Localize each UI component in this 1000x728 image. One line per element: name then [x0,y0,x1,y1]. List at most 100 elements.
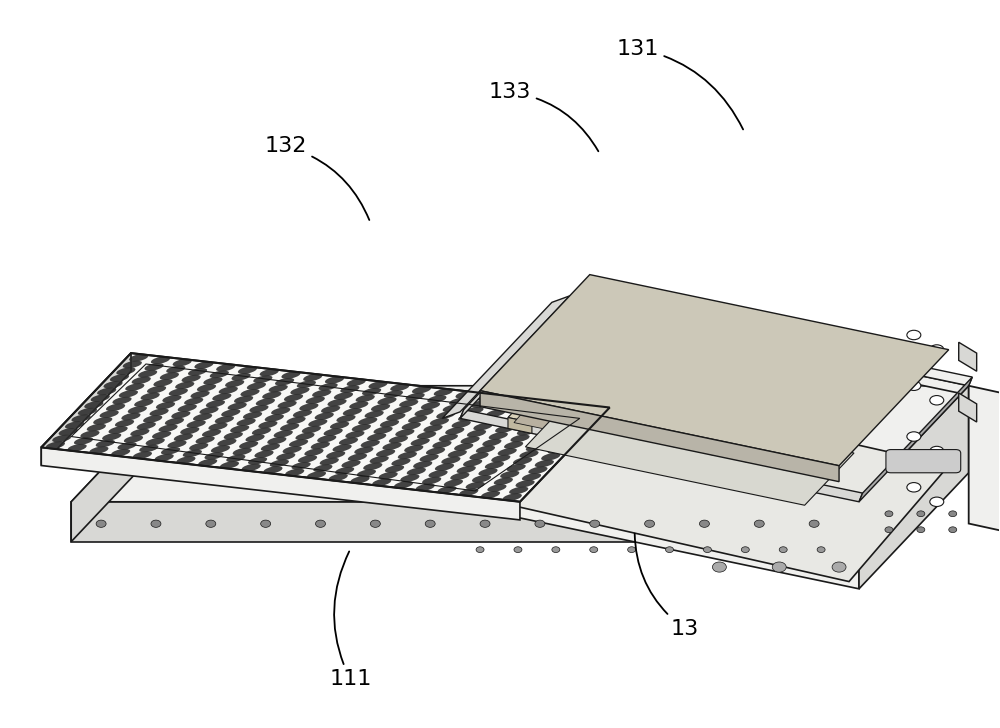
FancyBboxPatch shape [886,450,961,472]
Circle shape [261,520,271,527]
Circle shape [712,562,726,572]
Ellipse shape [514,405,534,413]
Ellipse shape [486,409,505,417]
Ellipse shape [457,466,476,473]
Ellipse shape [121,413,141,420]
Ellipse shape [567,426,586,434]
Ellipse shape [502,419,521,427]
Ellipse shape [171,411,190,419]
Ellipse shape [513,457,532,465]
Ellipse shape [202,430,221,437]
Polygon shape [71,386,181,542]
Ellipse shape [183,450,202,457]
Polygon shape [460,419,859,589]
Ellipse shape [507,464,526,472]
Ellipse shape [134,399,153,407]
Circle shape [628,547,636,553]
Ellipse shape [100,411,119,418]
Ellipse shape [459,488,478,496]
Ellipse shape [242,464,261,471]
Ellipse shape [175,381,194,389]
Circle shape [316,520,325,527]
Polygon shape [71,502,859,542]
Ellipse shape [204,452,224,459]
Ellipse shape [354,447,373,454]
Ellipse shape [138,370,157,378]
Text: 133: 133 [489,82,598,151]
Ellipse shape [477,393,496,401]
Ellipse shape [261,443,280,451]
Polygon shape [41,353,131,465]
Circle shape [885,527,893,533]
Circle shape [779,547,787,553]
Ellipse shape [208,423,228,430]
Ellipse shape [156,402,175,409]
Ellipse shape [137,422,156,430]
Circle shape [590,520,600,527]
Ellipse shape [467,430,486,438]
Ellipse shape [510,435,530,442]
Ellipse shape [427,395,446,403]
Ellipse shape [412,386,431,394]
Ellipse shape [178,404,197,412]
Ellipse shape [714,381,744,399]
Ellipse shape [247,382,266,390]
Ellipse shape [281,371,301,379]
Ellipse shape [426,447,445,455]
Ellipse shape [493,403,512,411]
Ellipse shape [448,450,467,457]
Ellipse shape [370,456,389,464]
Ellipse shape [334,392,353,400]
Ellipse shape [319,383,338,390]
Ellipse shape [564,403,583,411]
Ellipse shape [220,462,239,469]
Ellipse shape [249,405,269,413]
Ellipse shape [352,424,371,432]
Ellipse shape [311,442,330,449]
Polygon shape [508,418,532,433]
Ellipse shape [306,396,325,404]
Ellipse shape [472,475,491,483]
Ellipse shape [265,414,284,422]
Ellipse shape [293,410,312,417]
Ellipse shape [452,420,471,428]
Ellipse shape [385,465,404,472]
Ellipse shape [516,480,535,488]
Ellipse shape [543,401,562,408]
Ellipse shape [147,386,166,393]
Ellipse shape [930,345,944,355]
Ellipse shape [119,390,138,397]
Ellipse shape [345,431,365,438]
Ellipse shape [697,399,727,416]
Ellipse shape [402,422,421,430]
Circle shape [741,547,749,553]
Circle shape [206,520,216,527]
Circle shape [754,520,764,527]
Ellipse shape [441,456,460,464]
Ellipse shape [280,423,299,431]
Polygon shape [442,296,570,419]
Ellipse shape [312,389,331,397]
Ellipse shape [558,410,577,418]
Ellipse shape [333,444,352,452]
Ellipse shape [705,446,723,455]
Circle shape [917,527,925,533]
Ellipse shape [503,494,522,501]
Ellipse shape [339,438,358,445]
Polygon shape [508,301,642,422]
Ellipse shape [362,388,381,395]
Ellipse shape [526,444,545,451]
Ellipse shape [307,471,326,479]
Ellipse shape [432,440,452,448]
Ellipse shape [391,459,411,466]
Circle shape [535,520,545,527]
Ellipse shape [541,453,560,461]
Ellipse shape [466,482,485,489]
Ellipse shape [406,393,425,400]
Polygon shape [41,353,610,502]
Ellipse shape [153,379,173,387]
Ellipse shape [408,416,427,423]
Ellipse shape [379,472,398,480]
Ellipse shape [548,446,567,454]
Ellipse shape [423,424,443,432]
